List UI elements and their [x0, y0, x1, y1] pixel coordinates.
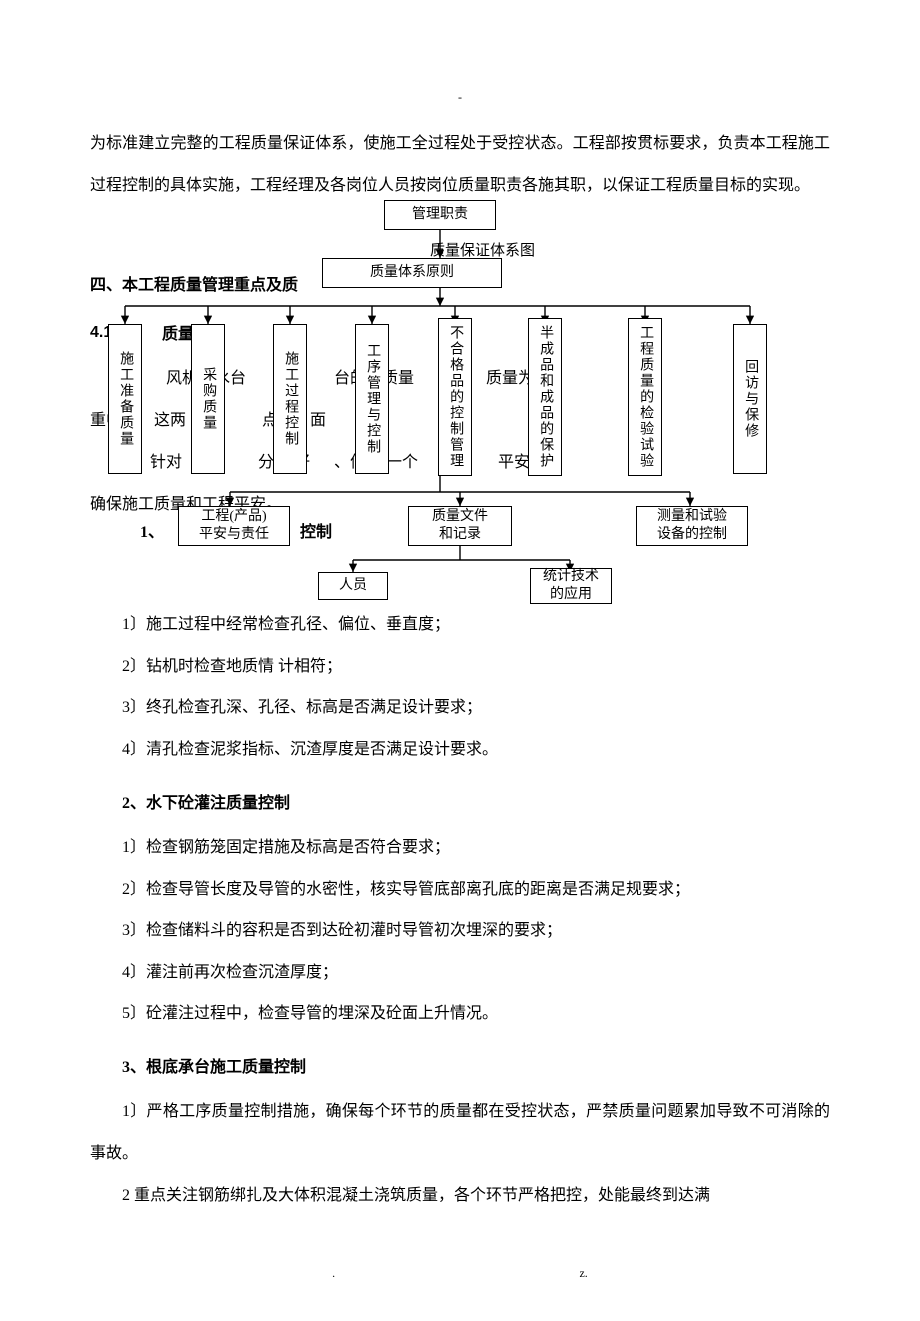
vbox-4: 工序管理与控制 — [355, 324, 389, 474]
lowbox-1: 工程(产品) 平安与责任 — [178, 506, 290, 546]
vbox-3: 施工过程控制 — [273, 324, 307, 474]
sec1-right: 控制 — [300, 512, 332, 554]
ghost-line-1: 本 风机 水台 此 台的 质量 桩 质量为 — [122, 358, 534, 400]
ghost-line-3: 我 针对 序 分 好 、仔 一个 节 平安， — [122, 442, 546, 484]
s2-item-3: 3〕检查储料斗的容积是否到达砼初灌时导管初次埋深的要求； — [122, 910, 830, 952]
quality-system-diagram: 四、本工程质量管理重点及质 4.1 质量 重 本 风机 水台 此 台的 质量 桩… — [90, 200, 830, 600]
s2-item-2: 2〕检查导管长度及导管的水密性，核实导管底部离孔底的距离是否满足规要求； — [122, 869, 830, 911]
box-top: 管理职责 — [384, 200, 496, 230]
s3-item-1: 1〕严格工序质量控制措施，确保每个环节的质量都在受控状态，严禁质量问题累加导致不… — [90, 1091, 830, 1174]
s2-item-4: 4〕灌注前再次检查沉渣厚度； — [122, 952, 830, 994]
s1-item-4: 4〕清孔检查泥浆指标、沉渣厚度是否满足设计要求。 — [122, 729, 830, 771]
s1-item-3: 3〕终孔检查孔深、孔径、标高是否满足设计要求； — [122, 687, 830, 729]
intro-text: 为标准建立完整的工程质量保证体系，使施工全过程处于受控状态。工程部按贯标要求，负… — [90, 123, 830, 206]
s1-item-2: 2〕钻机时检查地质情 计相符； — [122, 646, 830, 688]
s2-item-5: 5〕砼灌注过程中，检查导管的埋深及砼面上升情况。 — [122, 993, 830, 1035]
bottombox-2: 统计技术 的应用 — [530, 568, 612, 604]
footer-left: . — [332, 1266, 335, 1281]
vbox-1: 施工准备质量 — [108, 324, 142, 474]
intro-paragraph: 为标准建立完整的工程质量保证体系，使施工全过程处于受控状态。工程部按贯标要求，负… — [90, 123, 830, 206]
section3-list: 1〕严格工序质量控制措施，确保每个环节的质量都在受控状态，严禁质量问题累加导致不… — [90, 1091, 830, 1216]
section1-list: 1〕施工过程中经常检查孔径、偏位、垂直度； 2〕钻机时检查地质情 计相符； 3〕… — [90, 604, 830, 770]
vbox-7: 工程质量的检验试验 — [628, 318, 662, 476]
section4-heading: 四、本工程质量管理重点及质 — [90, 265, 298, 307]
vbox-6: 半成品和成品的保护 — [528, 318, 562, 476]
box-second: 质量体系原则 — [322, 258, 502, 288]
document-page: - 为标准建立完整的工程质量保证体系，使施工全过程处于受控状态。工程部按贯标要求… — [0, 0, 920, 1321]
section3-title: 3、根底承台施工质量控制 — [90, 1049, 830, 1087]
section2-title: 2、水下砼灌注质量控制 — [90, 785, 830, 823]
top-marker: - — [90, 90, 830, 105]
s3-item-2: 2 重点关注钢筋绑扎及大体积混凝土浇筑质量，各个环节严格把控，处能最终到达满 — [90, 1175, 830, 1217]
sec1-left: 1、 — [140, 512, 164, 554]
lowbox-3: 测量和试验 设备的控制 — [636, 506, 748, 546]
bottombox-1: 人员 — [318, 572, 388, 600]
section2-list: 1〕检查钢筋笼固定措施及标高是否符合要求； 2〕检查导管长度及导管的水密性，核实… — [90, 827, 830, 1035]
vbox-5: 不合格品的控制管理 — [438, 318, 472, 476]
vbox-8: 回访与保修 — [733, 324, 767, 474]
footer-right: z. — [579, 1266, 587, 1281]
s1-item-1: 1〕施工过程中经常检查孔径、偏位、垂直度； — [122, 604, 830, 646]
vbox-2: 采购质量 — [191, 324, 225, 474]
lowbox-2: 质量文件 和记录 — [408, 506, 512, 546]
s2-item-1: 1〕检查钢筋笼固定措施及标高是否符合要求； — [122, 827, 830, 869]
page-footer: . z. — [90, 1266, 830, 1281]
